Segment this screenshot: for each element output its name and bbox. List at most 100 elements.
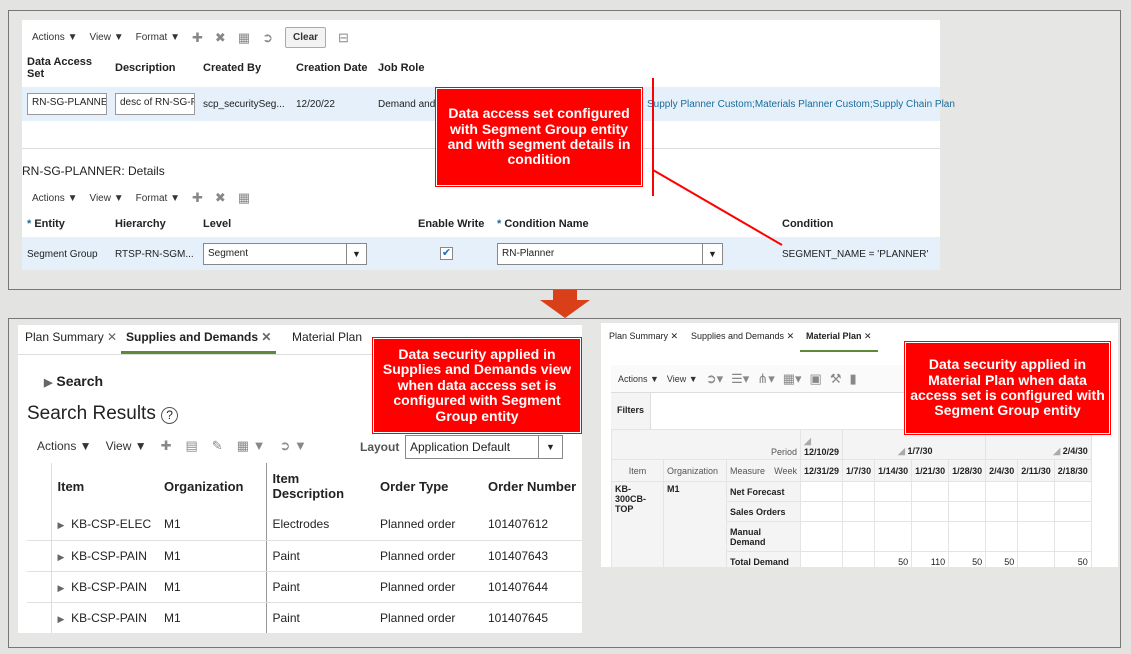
cell[interactable]: [799, 501, 844, 522]
period-header[interactable]: ◢ 1/7/30: [842, 429, 987, 460]
data-access-set-input[interactable]: RN-SG-PLANNER: [27, 93, 107, 115]
col-hierarchy[interactable]: Hierarchy: [115, 218, 166, 230]
period-header[interactable]: ◢ 2/4/30: [985, 429, 1092, 460]
cell[interactable]: [911, 521, 950, 552]
format-menu[interactable]: Format ▼: [135, 32, 180, 43]
cell[interactable]: 50: [874, 551, 913, 567]
view-menu[interactable]: View ▼: [89, 32, 124, 43]
cell[interactable]: [799, 551, 844, 567]
col-item-description[interactable]: Item Description: [272, 471, 345, 501]
actions-menu[interactable]: Actions ▼: [618, 374, 659, 384]
cell[interactable]: [1017, 481, 1055, 502]
clear-button[interactable]: Clear: [285, 27, 327, 48]
col-item[interactable]: Item: [57, 478, 85, 494]
calculator-icon[interactable]: ▦▾: [782, 371, 802, 386]
cell[interactable]: [1017, 551, 1055, 567]
enable-write-checkbox[interactable]: ✔: [440, 247, 453, 260]
format-menu[interactable]: Format ▼: [135, 192, 180, 204]
col-order-number[interactable]: Order Number: [488, 478, 577, 494]
col-condition[interactable]: Condition: [782, 218, 834, 230]
cell[interactable]: [985, 521, 1019, 552]
cell[interactable]: [874, 501, 913, 522]
actions-menu[interactable]: Actions ▼: [32, 192, 78, 204]
filters-label[interactable]: Filters: [611, 393, 651, 431]
cell[interactable]: [1053, 521, 1092, 552]
cell[interactable]: [948, 501, 987, 522]
cell[interactable]: 50: [985, 551, 1019, 567]
add-icon[interactable]: ✚: [192, 29, 203, 45]
chart-icon[interactable]: ⋔▾: [757, 371, 775, 386]
tab-supplies-and-demands[interactable]: Supplies and Demands ✕: [691, 331, 795, 341]
level-select[interactable]: Segment ▼: [203, 243, 367, 265]
details-row[interactable]: [22, 237, 940, 270]
filter-icon[interactable]: ⊟: [338, 29, 349, 45]
cell[interactable]: [1017, 501, 1055, 522]
col-creation-date[interactable]: Creation Date: [296, 62, 368, 74]
col-description[interactable]: Description: [115, 62, 176, 74]
tab-material-plan[interactable]: Material Plan ✕: [800, 325, 878, 352]
tab-material-plan[interactable]: Material Plan: [292, 330, 363, 344]
actions-menu[interactable]: Actions ▼: [37, 439, 92, 453]
cell[interactable]: [799, 481, 844, 502]
tab-supplies-and-demands[interactable]: Supplies and Demands ✕: [121, 325, 277, 354]
cell[interactable]: [842, 551, 876, 567]
layout-select[interactable]: Application Default ▼: [405, 435, 563, 459]
cell[interactable]: 110: [911, 551, 950, 567]
period-header[interactable]: ◢ 12/10/29: [799, 429, 844, 460]
view-menu[interactable]: View ▼: [666, 374, 698, 384]
cell[interactable]: [911, 481, 950, 502]
delete-icon[interactable]: ✖: [214, 29, 226, 45]
view-menu[interactable]: View ▼: [89, 192, 124, 204]
cell[interactable]: [842, 521, 876, 552]
description-input[interactable]: desc of RN-SG-PLANNER: [115, 93, 195, 115]
cell[interactable]: [1053, 481, 1092, 502]
cell[interactable]: 50: [1053, 551, 1092, 567]
cell[interactable]: [985, 481, 1019, 502]
cell[interactable]: [874, 481, 913, 502]
cell[interactable]: [874, 521, 913, 552]
table-row[interactable]: ▶ KB-CSP-PAIN M1 Paint Planned order 1014076…: [27, 540, 582, 572]
delete-icon[interactable]: ✖: [214, 190, 226, 205]
save-icon[interactable]: ▣: [809, 371, 822, 386]
table-row[interactable]: ▶ KB-CSP-PAIN M1 Paint Planned order 1014076…: [27, 602, 582, 633]
col-created-by[interactable]: Created By: [203, 62, 262, 74]
col-level[interactable]: Level: [203, 218, 232, 230]
freeze-icon[interactable]: ▦ ▼: [236, 438, 266, 453]
cell[interactable]: [948, 521, 987, 552]
col-job-role[interactable]: Job Role: [378, 62, 425, 74]
cell[interactable]: [1017, 521, 1055, 552]
col-order-type[interactable]: Order Type: [380, 478, 449, 494]
tools-icon[interactable]: ⚒: [829, 371, 842, 386]
search-section[interactable]: ▶ Search: [44, 373, 104, 389]
document-icon[interactable]: ▤: [185, 438, 198, 453]
hierarchy-icon[interactable]: ☰▾: [731, 371, 750, 386]
cell[interactable]: [799, 521, 844, 552]
cell[interactable]: [842, 501, 876, 522]
freeze-icon[interactable]: ▦: [237, 190, 251, 205]
cell[interactable]: [1053, 501, 1092, 522]
cell[interactable]: [985, 501, 1019, 522]
view-menu[interactable]: View ▼: [105, 439, 147, 453]
go-icon[interactable]: ➲▾: [705, 371, 724, 386]
tab-plan-summary[interactable]: Plan Summary ✕: [25, 330, 118, 344]
col-data-access-set[interactable]: Data Access Set: [27, 56, 93, 80]
cell[interactable]: [842, 481, 876, 502]
condition-name-select[interactable]: RN-Planner ▼: [497, 243, 723, 265]
cell[interactable]: [948, 481, 987, 502]
freeze-icon[interactable]: ▦: [237, 29, 251, 45]
table-row[interactable]: ▶ KB-CSP-ELEC M1 Electrodes Planned order 10…: [27, 509, 582, 541]
col-organization[interactable]: Organization: [158, 463, 267, 509]
table-row[interactable]: ▶ KB-CSP-PAIN M1 Paint Planned order 1014076…: [27, 571, 582, 603]
actions-menu[interactable]: Actions ▼: [32, 32, 78, 43]
add-icon[interactable]: ✚: [160, 438, 172, 453]
cell[interactable]: [911, 501, 950, 522]
cell[interactable]: 50: [948, 551, 987, 567]
tab-plan-summary[interactable]: Plan Summary ✕: [609, 331, 679, 341]
go-icon[interactable]: ➲: [262, 29, 274, 45]
add-icon[interactable]: ✚: [192, 190, 203, 205]
bar-chart-icon[interactable]: ▮: [849, 371, 857, 386]
edit-icon[interactable]: ✎: [211, 438, 223, 453]
job-role-link[interactable]: Supply Planner Custom;Materials Planner …: [647, 99, 955, 110]
go-icon[interactable]: ➲ ▼: [279, 438, 307, 453]
col-enable-write[interactable]: Enable Write: [418, 218, 485, 230]
